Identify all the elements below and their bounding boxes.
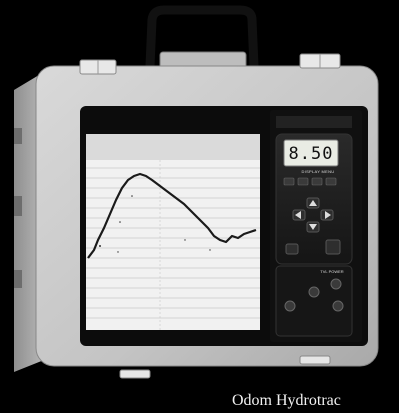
panel-top-strip [276, 116, 352, 128]
lcd-display [283, 139, 339, 167]
depth-readout: 8.50 [288, 144, 334, 164]
keypad-side-buttons[interactable] [285, 239, 341, 255]
bottom-latches [119, 355, 331, 379]
hinge-left [79, 59, 117, 75]
carry-handle [145, 5, 259, 73]
chart-paper [86, 134, 260, 330]
hinge-right [299, 53, 341, 69]
control-knobs[interactable] [284, 278, 344, 312]
menu-buttons[interactable] [283, 177, 337, 186]
depth-trace [87, 172, 257, 259]
trace-noise [99, 195, 211, 253]
photo-caption: Odom Hydrotrac [232, 392, 341, 409]
knob-panel [275, 265, 353, 337]
side-latches [14, 128, 22, 288]
display-menu-label: DISPLAY MENU [301, 169, 335, 174]
arrow-keys[interactable] [292, 197, 334, 233]
power-label: TVL POWER [320, 269, 344, 274]
